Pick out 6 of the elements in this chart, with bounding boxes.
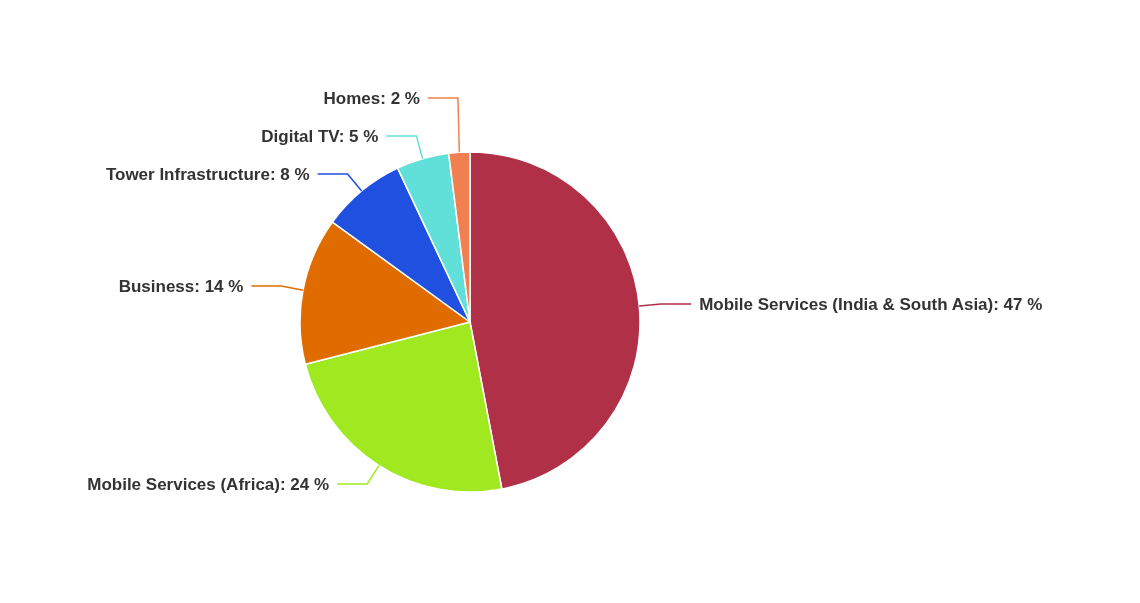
slice-label: Mobile Services (India & South Asia): 47 %: [699, 294, 1043, 314]
slice-label: Tower Infrastructure: 8 %: [105, 165, 310, 185]
slice-label: Digital TV: 5 %: [261, 127, 379, 147]
slice-label: Business: 14 %: [118, 276, 244, 296]
slice-label: Mobile Services (Africa): 24 %: [87, 475, 330, 495]
slice-label: Homes: 2 %: [323, 89, 420, 109]
